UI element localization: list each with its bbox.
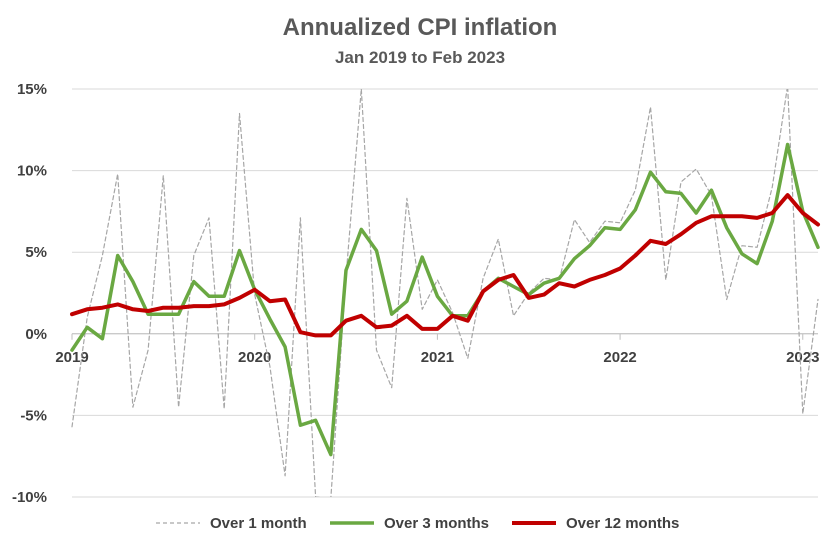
chart-subtitle: Jan 2019 to Feb 2023 <box>334 48 506 67</box>
series-line-over-1-month <box>71 89 819 497</box>
legend-item-over-1-month-label: Over 1 month <box>210 515 307 532</box>
series-line-over-3-months <box>70 142 820 457</box>
chart-title: Annualized CPI inflation <box>282 14 558 41</box>
y-tick-label: 0% <box>25 326 47 343</box>
x-tick-label: 2019 <box>55 349 88 366</box>
legend-item-over-3-months-label: Over 3 months <box>384 515 489 532</box>
y-tick-label: 15% <box>17 81 47 98</box>
y-tick-label: 10% <box>17 163 47 180</box>
legend-item-over-12-months-label: Over 12 months <box>566 515 679 532</box>
x-tick-label: 2023 <box>786 349 819 366</box>
series-line-over-12-months <box>70 193 820 338</box>
x-tick-label: 2020 <box>238 349 271 366</box>
x-tick-label: 2021 <box>421 349 454 366</box>
x-tick-label: 2022 <box>603 349 636 366</box>
y-tick-label: -10% <box>12 489 47 506</box>
y-tick-label: -5% <box>20 407 47 424</box>
y-tick-label: 5% <box>25 244 47 261</box>
